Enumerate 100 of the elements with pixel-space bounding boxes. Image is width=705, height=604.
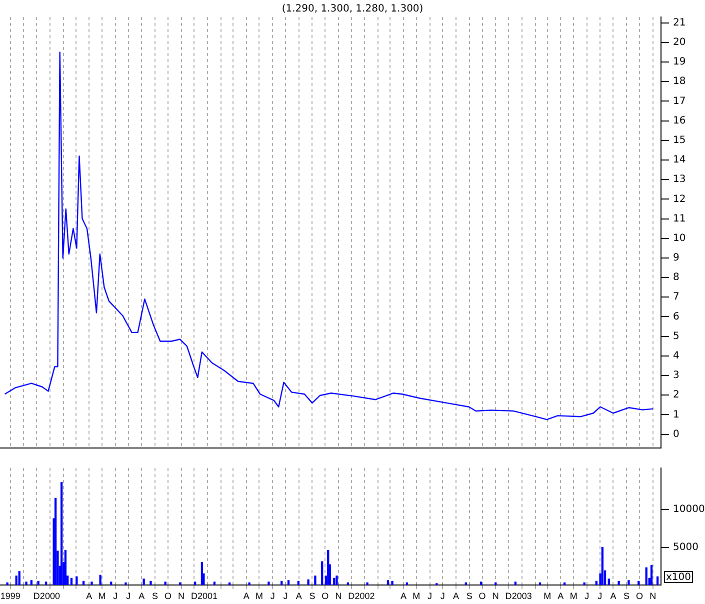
y-tick-label: 21 (673, 17, 686, 28)
y-tick-label: 15 (673, 135, 686, 146)
x-tick-label: J (283, 590, 288, 601)
x-tick-label: D (190, 590, 198, 601)
x-tick-label: J (584, 590, 590, 601)
x-tick-label: J (598, 590, 602, 601)
x-tick-label: J (126, 590, 131, 601)
bar (228, 582, 231, 585)
bar (321, 561, 324, 585)
bar (391, 580, 394, 585)
y-tick-label: 0 (673, 428, 680, 440)
bar (213, 582, 216, 585)
bar (494, 582, 497, 585)
y-tick-label: 1 (673, 409, 680, 420)
y-tick-label: 10 (673, 232, 686, 244)
bar (314, 576, 316, 585)
x-tick-label: N (650, 590, 656, 601)
x-tick-label: D (33, 590, 40, 601)
bar (54, 498, 57, 585)
bar (99, 574, 102, 585)
x-tick-label: N (335, 590, 342, 601)
bar (178, 582, 182, 585)
x-tick-label: M (544, 590, 552, 601)
bar (386, 580, 390, 585)
bar (618, 580, 620, 585)
bar (608, 578, 610, 585)
bar (6, 582, 8, 585)
y-tick-label: 5 (673, 330, 680, 342)
x-tick-label: O (322, 590, 329, 601)
x-tick-label: A (86, 590, 92, 601)
x-tick-label: O (164, 590, 172, 601)
bar (142, 578, 145, 585)
bar (366, 582, 368, 585)
y-tick-label: 9 (673, 252, 680, 264)
x-tick-label: M (570, 590, 578, 601)
bar (287, 580, 290, 585)
x-tick-label: S (152, 590, 158, 601)
x-tick-label: O (478, 590, 486, 601)
bar (514, 582, 517, 585)
bar (645, 567, 648, 585)
x-tick-label: S (309, 590, 316, 601)
bar (268, 582, 270, 585)
bar (346, 582, 350, 585)
chart-title: (1.290, 1.300, 1.280, 1.300) (282, 4, 424, 15)
bar (650, 565, 653, 585)
bar (307, 579, 310, 585)
y-tick-label: 7 (673, 292, 680, 303)
x-tick-label: 1999 (0, 590, 20, 601)
bar (297, 580, 300, 585)
bar (76, 576, 78, 585)
x-tick-label: A (243, 590, 250, 601)
y-tick-label: 17 (673, 96, 686, 107)
x-tick-label: A (296, 590, 302, 601)
x-tick-label: 2001 (198, 590, 218, 601)
bar (656, 576, 659, 585)
bar (406, 582, 408, 585)
bar (464, 582, 468, 585)
bar (194, 582, 196, 585)
bar (110, 582, 112, 585)
y-tick-label: 5000 (673, 542, 698, 553)
y-tick-label: 3 (673, 370, 680, 382)
x-tick-label: M (98, 590, 106, 601)
x-tick-label: J (440, 590, 445, 601)
y-tick-label: 10000 (673, 504, 705, 516)
bar (82, 580, 85, 585)
bar (30, 580, 33, 585)
x-tick-label: M (255, 590, 263, 601)
bar (333, 578, 336, 585)
y-tick-label: 11 (673, 213, 686, 224)
bar (150, 580, 152, 585)
y-tick-label: 13 (673, 174, 686, 186)
y-tick-label: 2 (673, 390, 680, 401)
x-tick-label: S (466, 590, 472, 601)
x-tick-label: 2000 (40, 590, 60, 601)
bar (336, 576, 338, 585)
bar (64, 550, 67, 585)
x-tick-label: N (178, 590, 185, 601)
x-tick-label: O (636, 590, 643, 601)
bar (248, 582, 250, 585)
y-tick-label: 6 (673, 311, 680, 322)
y-tick-label: 20 (673, 37, 686, 48)
bar (124, 582, 127, 585)
x-tick-label: A (400, 590, 406, 601)
x-tick-label: A (138, 590, 145, 601)
y-tick-label: 19 (673, 56, 686, 68)
bar (60, 482, 63, 585)
x-tick-label: 2003 (512, 590, 532, 601)
y-tick-label: 4 (673, 350, 680, 362)
y-tick-label: 18 (673, 76, 686, 88)
x-tick-label: M (412, 590, 420, 601)
bar (44, 582, 48, 585)
bar (25, 582, 28, 585)
bar (164, 582, 166, 585)
x-tick-label: A (558, 590, 564, 601)
x-tick-label: D (348, 590, 356, 601)
x-tick-label: S (624, 590, 630, 601)
x-tick-label: J (428, 590, 432, 601)
y-tick-label: 16 (673, 115, 686, 126)
bar (563, 582, 566, 585)
bar (638, 580, 640, 585)
